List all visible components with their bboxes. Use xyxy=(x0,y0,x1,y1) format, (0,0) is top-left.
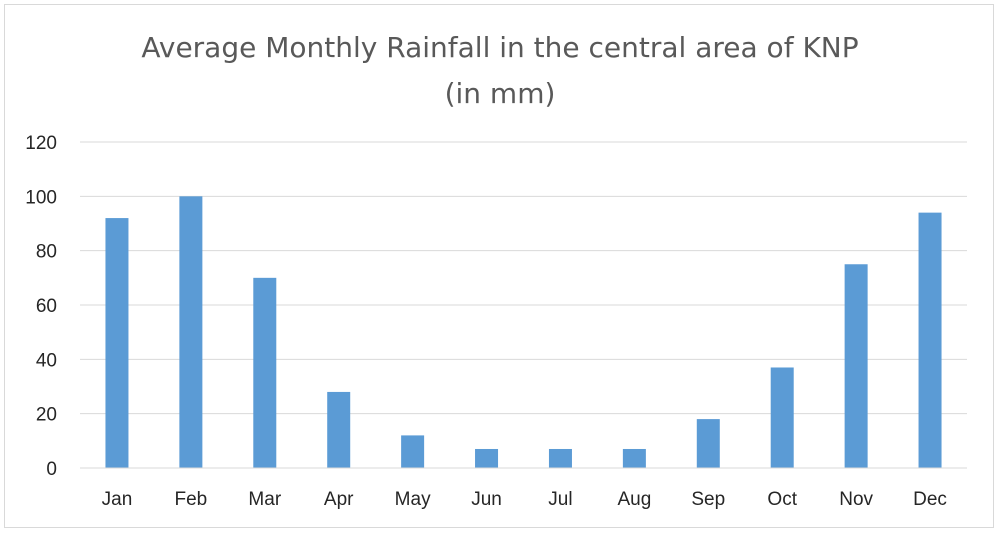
bar-dec xyxy=(918,212,942,468)
y-tick-label: 120 xyxy=(25,133,57,154)
x-tick-label: May xyxy=(395,489,431,510)
bar-jan xyxy=(105,218,129,468)
x-tick-label: Nov xyxy=(839,489,873,510)
y-tick-label: 80 xyxy=(36,242,57,263)
x-tick-label: Sep xyxy=(691,489,725,510)
x-tick-label: Oct xyxy=(767,489,797,510)
bar-oct xyxy=(770,367,794,468)
chart-frame xyxy=(4,4,994,528)
x-tick-label: Mar xyxy=(248,489,281,510)
y-axis-ticks: 0 20 40 60 80 100 120 xyxy=(25,133,57,480)
y-tick-label: 0 xyxy=(46,459,57,480)
x-axis-ticks: Jan Feb Mar Apr May Jun Jul Aug Sep Oct Nov Dec xyxy=(102,489,947,510)
x-tick-label: Jun xyxy=(471,489,502,510)
x-tick-label: Jan xyxy=(102,489,133,510)
x-tick-label: Aug xyxy=(617,489,651,510)
bar-apr xyxy=(327,391,351,468)
y-tick-label: 60 xyxy=(36,296,57,317)
y-tick-label: 100 xyxy=(25,187,57,208)
bar-mar xyxy=(253,277,277,468)
bars xyxy=(105,196,942,469)
chart-title: Average Monthly Rainfall in the central … xyxy=(141,31,858,64)
gridlines xyxy=(80,141,967,415)
bar-aug xyxy=(622,448,646,468)
bar-nov xyxy=(844,264,868,468)
x-tick-label: Jul xyxy=(548,489,572,510)
y-tick-label: 20 xyxy=(36,405,57,426)
bar-jul xyxy=(548,448,572,468)
bar-jun xyxy=(475,448,499,468)
y-tick-label: 40 xyxy=(36,350,57,371)
x-tick-label: Dec xyxy=(913,489,947,510)
chart-subtitle: (in mm) xyxy=(445,77,556,110)
bar-feb xyxy=(179,196,203,469)
bar-may xyxy=(401,435,425,468)
bar-sep xyxy=(696,419,720,468)
x-tick-label: Feb xyxy=(175,489,208,510)
x-tick-label: Apr xyxy=(324,489,354,510)
